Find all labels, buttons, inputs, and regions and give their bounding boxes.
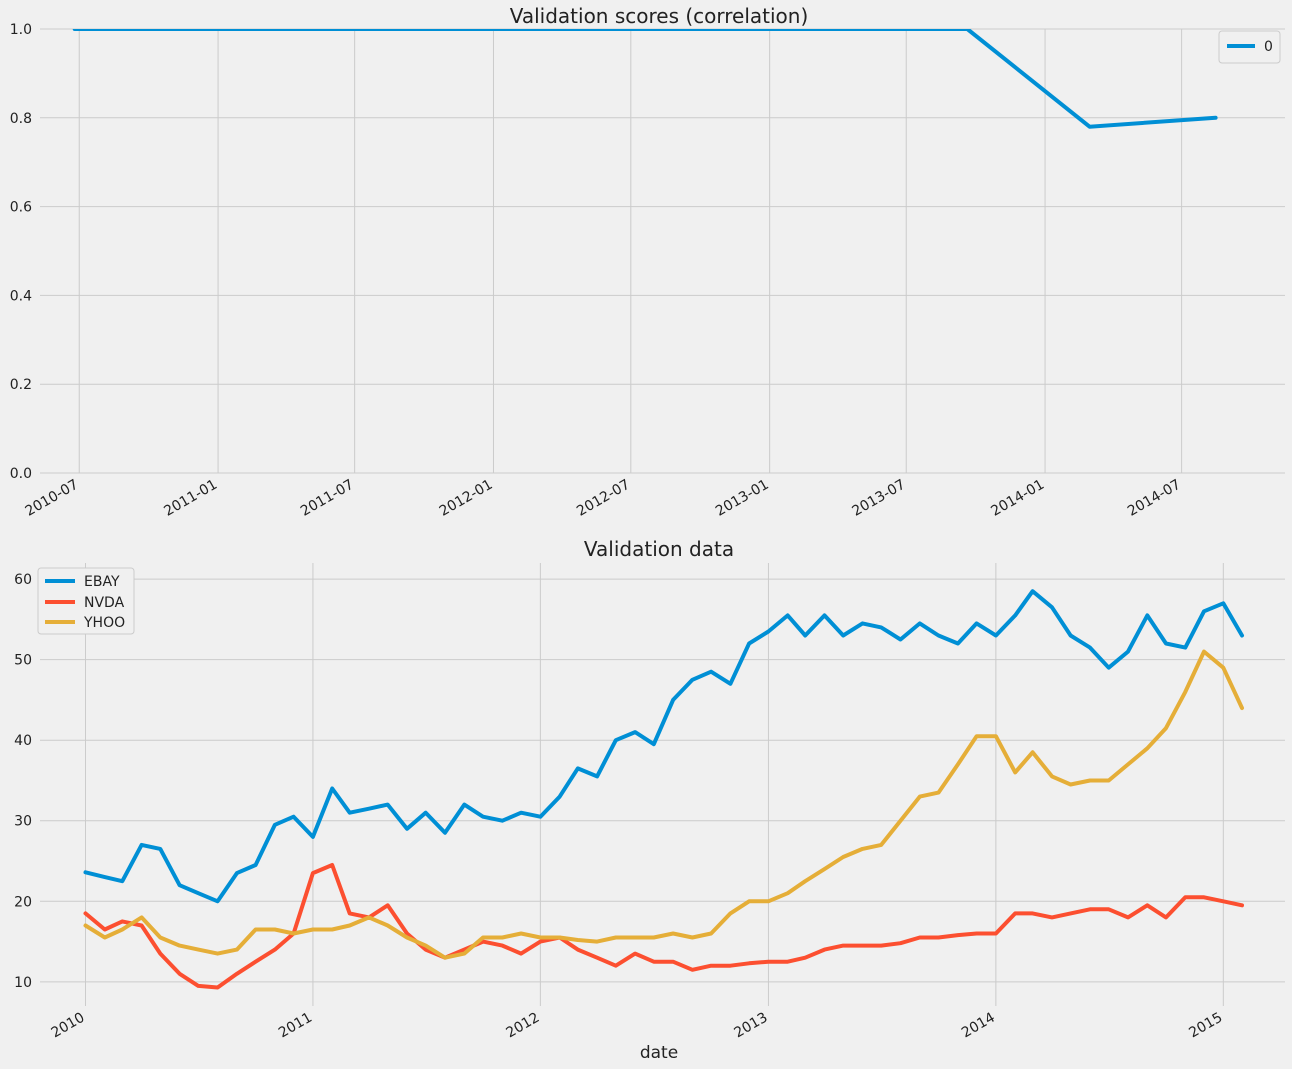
- legend: 0: [1218, 30, 1281, 64]
- series-lines: [72, 29, 1218, 129]
- legend-label-yhoo: YHOO: [83, 615, 125, 631]
- legend-label-0: 0: [1264, 39, 1273, 55]
- y-tick-label: 0.2: [10, 377, 32, 393]
- y-tick-label: 50: [14, 653, 32, 669]
- legend-label-ebay: EBAY: [84, 574, 120, 590]
- series-line-0: [72, 29, 1218, 129]
- y-tick-label: 10: [14, 975, 32, 991]
- y-tick-label: 0.0: [10, 466, 32, 482]
- chart-title: Validation scores (correlation): [510, 4, 809, 28]
- legend-label-nvda: NVDA: [84, 595, 125, 611]
- y-tick-label: 60: [14, 572, 32, 588]
- y-tick-label: 0.6: [10, 200, 32, 216]
- series-line-nvda: [83, 863, 1244, 990]
- grid: [40, 28, 1285, 474]
- y-tick-label: 40: [14, 733, 32, 749]
- y-tick-label: 0.4: [10, 288, 32, 304]
- x-axis-label: date: [640, 1043, 678, 1063]
- y-tick-label: 30: [14, 814, 32, 830]
- y-tick-label: 1.0: [10, 22, 32, 38]
- series-line-yhoo: [83, 649, 1244, 960]
- series-line-ebay: [83, 589, 1244, 904]
- y-tick-label: 0.8: [10, 111, 32, 127]
- legend-box: [37, 567, 135, 635]
- grid: [40, 563, 1285, 1006]
- chart-title: Validation data: [584, 537, 734, 561]
- series-lines: [83, 589, 1244, 990]
- y-tick-label: 20: [14, 894, 32, 910]
- legend: EBAY NVDA YHOO: [37, 567, 135, 635]
